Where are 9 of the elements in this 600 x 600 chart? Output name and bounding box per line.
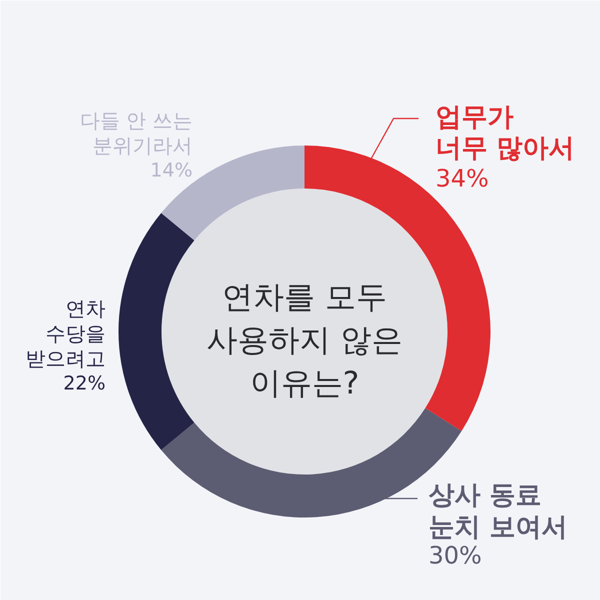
slice-label: 다들 안 쓰는 분위기라서: [80, 108, 193, 158]
slice-label: 상사 동료 눈치 보여서: [428, 480, 568, 542]
text: 연차를 모두 사용하지 않은 이유는?: [206, 280, 402, 402]
data-label: 14%: [150, 160, 193, 182]
slice-label: 연차 수당을 받으려고: [26, 296, 106, 370]
slice-label: 업무가 너무 많아서: [436, 102, 575, 164]
data-label: 34%: [436, 164, 489, 192]
data-label: 22%: [63, 372, 106, 394]
data-label: 30%: [428, 542, 482, 570]
